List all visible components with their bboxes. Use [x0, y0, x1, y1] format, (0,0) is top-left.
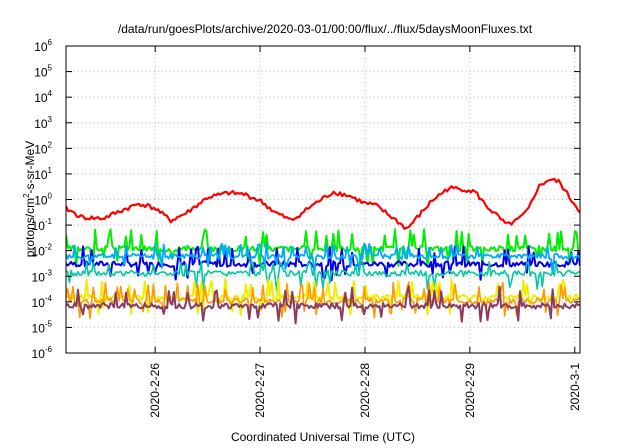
y-tick-label: 100	[34, 192, 52, 208]
y-tick-label: 10-3	[32, 268, 53, 284]
y-tick-label: 10-2	[32, 243, 53, 259]
y-tick-label: 105	[34, 64, 52, 80]
x-axis-ticks: 2020-2-26 2020-2-27 2020-2-28 2020-2-29 2020…	[148, 46, 582, 418]
y-tick-label: 102	[34, 140, 52, 156]
series-line-1	[66, 228, 580, 267]
series-line-6	[66, 281, 580, 320]
x-tick-label: 2020-2-28	[358, 363, 372, 418]
y-tick-label: 101	[34, 166, 52, 182]
y-tick-label: 104	[34, 89, 52, 105]
series-group	[66, 177, 580, 325]
series-line-2	[66, 245, 580, 282]
y-axis-ticks: 10-6 10-5 10-4 10-3 10-2 10-1 100 101 102 103 104 1…	[32, 38, 580, 361]
x-tick-label: 2020-2-29	[463, 363, 477, 418]
series-line-7	[66, 285, 580, 325]
chart-title: /data/run/goesPlots/archive/2020-03-01/0…	[118, 22, 533, 36]
x-tick-label: 2020-2-27	[253, 363, 267, 418]
series-line-3	[66, 242, 580, 275]
x-tick-label: 2020-3-1	[568, 363, 582, 411]
y-tick-label: 103	[34, 115, 52, 131]
y-axis-label: protons/cm2-s-sr-MeV	[22, 141, 37, 257]
y-tick-label: 10-1	[32, 217, 53, 233]
y-tick-label: 10-6	[32, 345, 53, 361]
y-tick-label: 10-5	[32, 319, 53, 335]
series-line-0	[66, 177, 580, 230]
y-tick-label: 106	[34, 38, 52, 54]
x-tick-label: 2020-2-26	[148, 363, 162, 418]
x-axis-label: Coordinated Universal Time (UTC)	[231, 430, 415, 444]
y-tick-label: 10-4	[32, 294, 53, 310]
